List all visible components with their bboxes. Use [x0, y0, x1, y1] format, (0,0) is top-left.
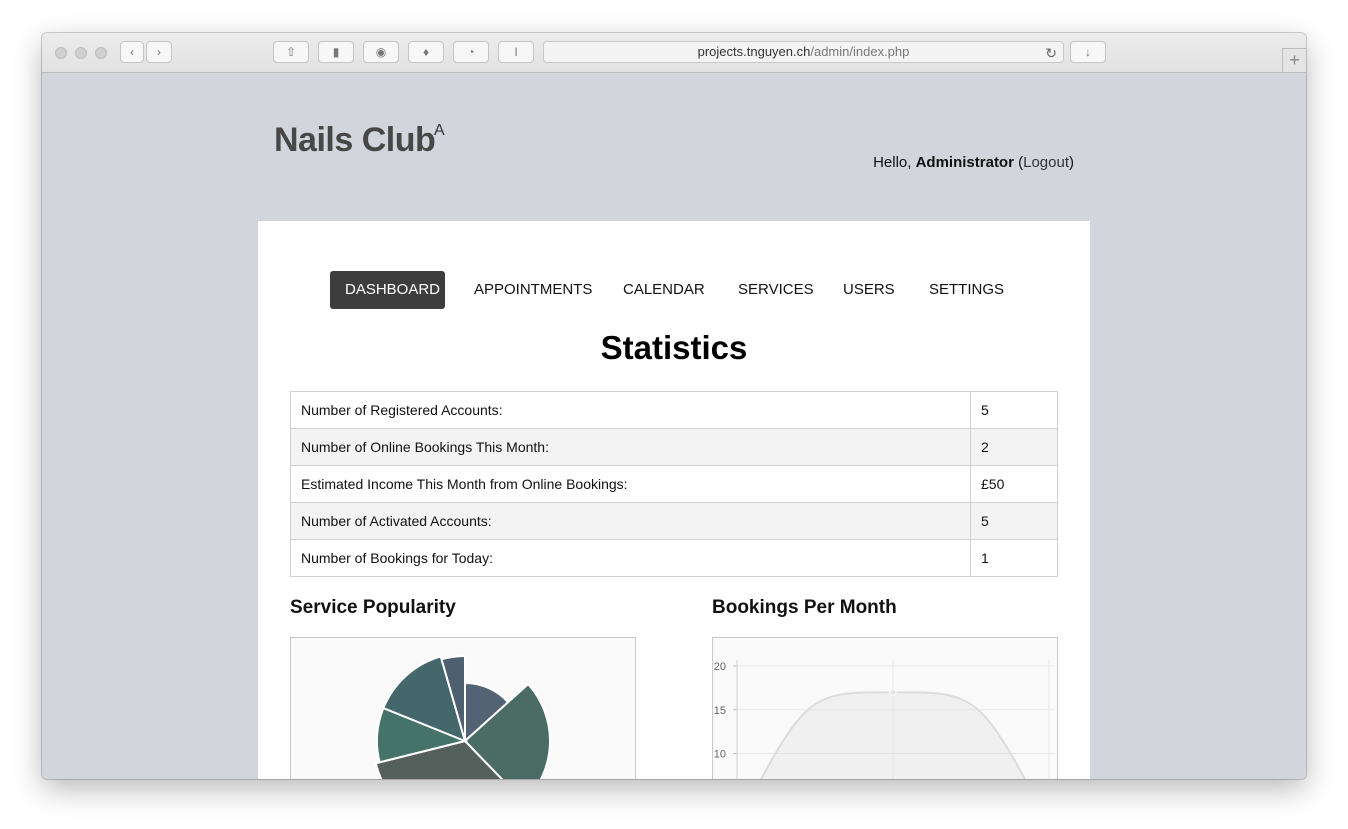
statistics-table: Number of Registered Accounts: 5 Number … [290, 391, 1058, 577]
url-path: /admin/index.php [810, 44, 910, 59]
pie-slice [382, 655, 467, 743]
zoom-window-button[interactable] [95, 47, 107, 59]
nav-dashboard[interactable]: DASHBOARD [330, 271, 445, 309]
y-tick-label: 10 [714, 749, 726, 761]
statistics-heading: Statistics [600, 329, 748, 366]
stat-label: Estimated Income This Month from Online … [290, 465, 971, 503]
logo-superscript: A [434, 122, 445, 139]
stat-value: £50 [970, 465, 1058, 503]
pie-chart-svg [374, 654, 551, 779]
nav-settings[interactable]: SETTINGS [929, 281, 1005, 298]
stat-value: 2 [970, 428, 1058, 466]
url-host: projects.tnguyen.ch [697, 44, 811, 59]
back-icon[interactable]: ‹ [120, 41, 144, 63]
new-tab-icon[interactable]: + [1282, 48, 1306, 72]
reader-icon[interactable]: ▮ [318, 41, 354, 63]
table-row: Number of Bookings for Today: 1 [290, 539, 1058, 577]
address-bar[interactable]: projects.tnguyen.ch/admin/index.php ↻ [543, 41, 1064, 63]
logout-link[interactable]: Logout [1023, 154, 1069, 171]
logout-paren-open: ( [1018, 154, 1024, 171]
history-icon[interactable]: ◔ [453, 41, 489, 63]
service-popularity-chart [290, 637, 636, 779]
data-point [889, 688, 897, 696]
stat-label: Number of Bookings for Today: [290, 539, 971, 577]
line-chart-svg: 2015105 [714, 660, 1055, 779]
y-tick-label: 15 [714, 705, 726, 717]
page-viewport: Nails Club A Hello, Administrator (Logou… [42, 73, 1306, 779]
stat-value: 5 [970, 391, 1058, 429]
nav-services[interactable]: SERVICES [738, 281, 814, 298]
password-icon[interactable]: ◉ [363, 41, 399, 63]
stat-label: Number of Online Bookings This Month: [290, 428, 971, 466]
stat-value: 1 [970, 539, 1058, 577]
pie-slice [374, 739, 504, 779]
browser-toolbar: ‹ › ⇧ ▮ ◉ ♦ ◔ I projects.tnguyen.ch/admi… [42, 33, 1306, 73]
username: Administrator [915, 154, 1014, 171]
content-panel: DASHBOARD APPOINTMENTS CALENDAR SERVICES… [258, 221, 1090, 779]
evernote-icon[interactable]: ♦ [408, 41, 444, 63]
bookings-per-month-title: Bookings Per Month [712, 597, 897, 618]
user-greeting: Hello, Administrator (Logout) [873, 154, 1074, 171]
stat-label: Number of Activated Accounts: [290, 502, 971, 540]
area-fill [760, 692, 1026, 779]
browser-window: ‹ › ⇧ ▮ ◉ ♦ ◔ I projects.tnguyen.ch/admi… [42, 33, 1306, 779]
pie-slice [463, 682, 551, 779]
logout-paren-close: ) [1069, 154, 1074, 171]
close-window-button[interactable] [55, 47, 67, 59]
nav-calendar[interactable]: CALENDAR [623, 281, 705, 298]
table-row: Number of Registered Accounts: 5 [290, 391, 1058, 429]
stat-label: Number of Registered Accounts: [290, 391, 971, 429]
reload-icon[interactable]: ↻ [1045, 45, 1057, 61]
forward-icon[interactable]: › [146, 41, 172, 63]
service-popularity-title: Service Popularity [290, 597, 456, 618]
pie-slice [440, 654, 466, 742]
nav-appointments[interactable]: APPOINTMENTS [474, 281, 593, 298]
stat-value: 5 [970, 502, 1058, 540]
table-row: Number of Activated Accounts: 5 [290, 502, 1058, 540]
table-row: Estimated Income This Month from Online … [290, 465, 1058, 503]
text-cursor-icon[interactable]: I [498, 41, 534, 63]
table-row: Number of Online Bookings This Month: 2 [290, 428, 1058, 466]
minimize-window-button[interactable] [75, 47, 87, 59]
download-icon[interactable]: ↓ [1070, 41, 1106, 63]
y-tick-label: 20 [714, 661, 726, 673]
site-logo[interactable]: Nails Club [274, 121, 436, 159]
bookings-per-month-chart: 2015105 [712, 637, 1058, 779]
greeting-text: Hello, [873, 154, 912, 171]
nav-users[interactable]: USERS [843, 281, 895, 298]
share-icon[interactable]: ⇧ [273, 41, 309, 63]
